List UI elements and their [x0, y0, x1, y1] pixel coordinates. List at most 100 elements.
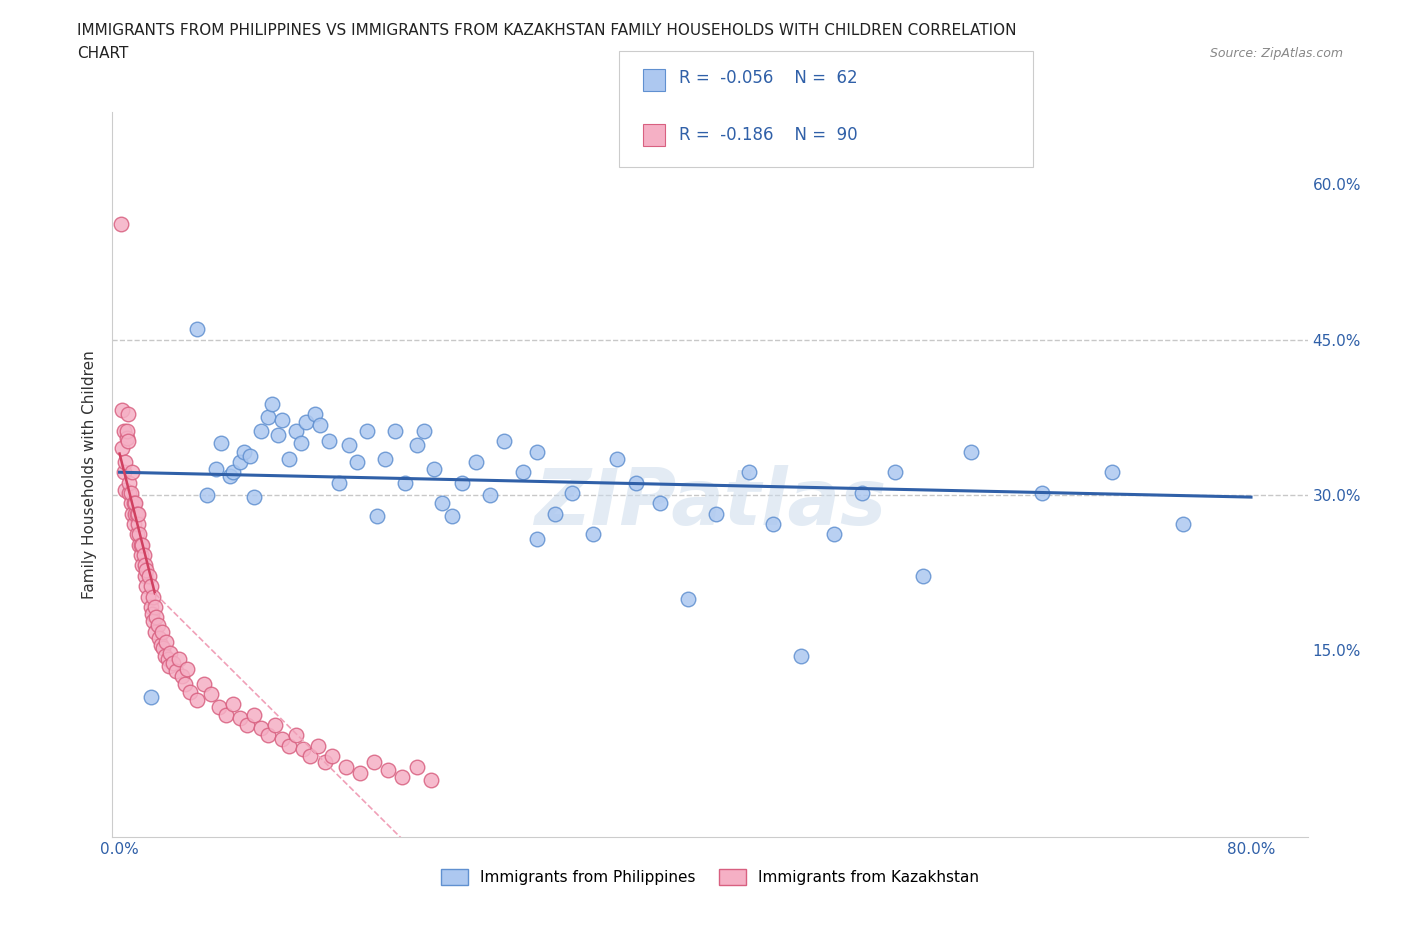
Point [127, 516, 149, 531]
Point [122, 496, 145, 511]
Point [257, 410, 280, 425]
Point [173, 676, 195, 691]
Point [111, 403, 134, 418]
Point [233, 444, 256, 458]
Point [257, 728, 280, 743]
Point [209, 436, 232, 451]
Point [129, 538, 152, 552]
Point [145, 610, 167, 625]
Point [321, 749, 343, 764]
Point [186, 322, 208, 337]
Point [229, 455, 252, 470]
Point [157, 658, 180, 673]
Point [118, 475, 141, 490]
Point [176, 661, 198, 676]
Legend: Immigrants from Philippines, Immigrants from Kazakhstan: Immigrants from Philippines, Immigrants … [434, 863, 986, 891]
Point [134, 568, 156, 583]
Point [271, 731, 294, 746]
Point [115, 431, 138, 445]
Point [960, 444, 983, 458]
Point [155, 635, 177, 650]
Point [150, 624, 173, 639]
Point [170, 669, 193, 684]
Point [165, 664, 187, 679]
Point [1031, 485, 1053, 500]
Point [377, 763, 399, 777]
Point [911, 568, 934, 583]
Point [762, 516, 785, 531]
Point [823, 527, 845, 542]
Point [250, 423, 273, 438]
Point [1101, 465, 1123, 480]
Point [131, 538, 153, 552]
Point [285, 728, 308, 743]
Point [278, 451, 301, 466]
Point [121, 506, 143, 521]
Point [271, 413, 294, 428]
Point [156, 651, 179, 666]
Point [262, 396, 284, 411]
Point [292, 741, 315, 756]
Point [207, 700, 229, 715]
Point [561, 485, 583, 500]
Point [167, 651, 190, 666]
Point [356, 423, 378, 438]
Point [278, 738, 301, 753]
Point [179, 684, 201, 699]
Point [883, 465, 905, 480]
Text: CHART: CHART [77, 46, 129, 61]
Point [135, 563, 157, 578]
Point [143, 624, 166, 639]
Point [422, 461, 444, 476]
Point [544, 506, 567, 521]
Point [195, 487, 218, 502]
Point [307, 738, 329, 753]
Point [384, 423, 406, 438]
Point [363, 755, 385, 770]
Point [430, 496, 453, 511]
Point [304, 406, 326, 421]
Point [128, 527, 150, 542]
Point [465, 455, 488, 470]
Point [222, 465, 245, 480]
Point [120, 485, 142, 500]
Point [146, 618, 169, 632]
Point [318, 433, 340, 448]
Point [120, 496, 142, 511]
Point [186, 693, 208, 708]
Point [290, 436, 312, 451]
Point [128, 538, 150, 552]
Point [152, 641, 174, 656]
Point [149, 638, 172, 653]
Point [412, 423, 434, 438]
Point [218, 469, 240, 484]
Point [134, 558, 156, 573]
Point [299, 749, 322, 764]
Point [112, 423, 135, 438]
Point [346, 455, 368, 470]
Point [153, 648, 176, 663]
Point [479, 487, 502, 502]
Point [349, 765, 371, 780]
Point [738, 465, 761, 480]
Point [136, 589, 159, 604]
Point [124, 496, 146, 511]
Point [335, 759, 357, 774]
Point [148, 631, 170, 645]
Point [582, 527, 605, 542]
Point [243, 708, 266, 723]
Point [141, 606, 163, 621]
Point [624, 475, 647, 490]
Point [129, 548, 152, 563]
Point [124, 506, 146, 521]
Point [139, 600, 162, 615]
Point [337, 438, 360, 453]
Text: IMMIGRANTS FROM PHILIPPINES VS IMMIGRANTS FROM KAZAKHSTAN FAMILY HOUSEHOLDS WITH: IMMIGRANTS FROM PHILIPPINES VS IMMIGRANT… [77, 23, 1017, 38]
Point [214, 708, 236, 723]
Y-axis label: Family Households with Children: Family Households with Children [82, 350, 97, 599]
Point [314, 755, 336, 770]
Point [110, 216, 132, 231]
Point [222, 697, 245, 711]
Point [526, 531, 548, 546]
Point [138, 568, 160, 583]
